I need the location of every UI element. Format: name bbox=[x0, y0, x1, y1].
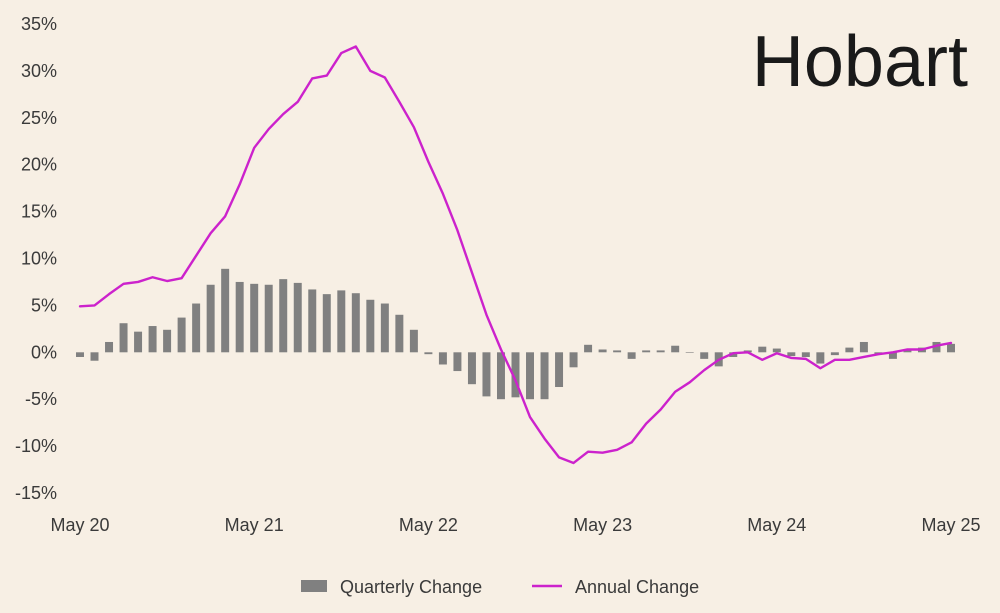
quarterly-bars bbox=[76, 268, 955, 400]
quarterly-bar bbox=[409, 329, 418, 353]
quarterly-bar bbox=[90, 352, 99, 361]
x-tick-label: May 24 bbox=[747, 515, 806, 535]
y-tick-label: 20% bbox=[21, 155, 57, 175]
quarterly-bar bbox=[511, 352, 520, 398]
y-axis: 35% 30% 25% 20% 15% 10% 5% 0% -5% -10% -15% bbox=[15, 14, 57, 503]
quarterly-bar bbox=[584, 344, 593, 353]
x-tick-label: May 23 bbox=[573, 515, 632, 535]
quarterly-bar bbox=[279, 279, 288, 353]
x-tick-label: May 21 bbox=[225, 515, 284, 535]
quarterly-bar bbox=[250, 283, 259, 353]
x-tick-label: May 25 bbox=[921, 515, 980, 535]
quarterly-bar bbox=[496, 352, 505, 400]
legend-label-annual: Annual Change bbox=[575, 577, 699, 597]
legend: Quarterly Change Annual Change bbox=[301, 577, 699, 597]
x-tick-label: May 20 bbox=[50, 515, 109, 535]
y-tick-label: 10% bbox=[21, 249, 57, 269]
quarterly-bar bbox=[395, 314, 404, 353]
y-tick-label: 15% bbox=[21, 202, 57, 222]
x-tick-label: May 22 bbox=[399, 515, 458, 535]
quarterly-bar bbox=[642, 350, 651, 353]
y-tick-label: -15% bbox=[15, 483, 57, 503]
quarterly-bar bbox=[438, 352, 447, 365]
quarterly-bar bbox=[903, 350, 912, 353]
quarterly-bar bbox=[192, 303, 201, 353]
quarterly-bar bbox=[685, 352, 694, 353]
quarterly-bar bbox=[787, 352, 796, 357]
y-tick-label: -5% bbox=[25, 389, 57, 409]
quarterly-bar bbox=[148, 326, 157, 353]
quarterly-bar bbox=[424, 352, 433, 355]
quarterly-bar bbox=[801, 352, 810, 357]
quarterly-bar bbox=[351, 293, 360, 353]
x-axis: May 20 May 21 May 22 May 23 May 24 May 25 bbox=[50, 515, 980, 535]
quarterly-bar bbox=[671, 345, 680, 353]
quarterly-bar bbox=[293, 282, 302, 353]
quarterly-bar bbox=[366, 299, 375, 353]
quarterly-bar bbox=[656, 350, 665, 353]
quarterly-bar bbox=[177, 317, 186, 353]
quarterly-bar bbox=[76, 352, 84, 357]
y-tick-label: 25% bbox=[21, 108, 57, 128]
y-tick-label: 30% bbox=[21, 61, 57, 81]
y-tick-label: 5% bbox=[31, 295, 57, 315]
quarterly-bar bbox=[235, 281, 244, 353]
quarterly-bar bbox=[700, 352, 709, 359]
quarterly-bar bbox=[526, 352, 534, 400]
y-tick-label: 0% bbox=[31, 342, 57, 362]
quarterly-bar bbox=[467, 352, 476, 385]
quarterly-bar bbox=[729, 352, 738, 357]
quarterly-bar bbox=[613, 350, 622, 353]
quarterly-bar bbox=[888, 352, 897, 359]
quarterly-bar bbox=[816, 352, 825, 364]
quarterly-bar bbox=[119, 323, 128, 353]
quarterly-bar bbox=[482, 352, 491, 397]
quarterly-bar bbox=[947, 343, 955, 353]
quarterly-bar bbox=[627, 352, 636, 359]
quarterly-bar bbox=[206, 284, 215, 353]
quarterly-bar bbox=[555, 352, 564, 388]
quarterly-bar bbox=[380, 303, 389, 353]
quarterly-bar bbox=[845, 347, 854, 353]
quarterly-bar bbox=[932, 341, 941, 353]
quarterly-bar bbox=[308, 289, 317, 353]
quarterly-bar bbox=[758, 346, 767, 353]
quarterly-bar bbox=[163, 329, 172, 353]
y-tick-label: 35% bbox=[21, 14, 57, 34]
quarterly-bar bbox=[859, 341, 868, 353]
quarterly-bar bbox=[134, 331, 143, 353]
quarterly-bar bbox=[569, 352, 578, 368]
quarterly-bar bbox=[540, 352, 549, 400]
quarterly-bar bbox=[322, 294, 331, 353]
quarterly-bar bbox=[598, 349, 607, 353]
quarterly-bar bbox=[264, 284, 273, 353]
y-tick-label: -10% bbox=[15, 436, 57, 456]
quarterly-bar bbox=[830, 352, 839, 356]
quarterly-bar bbox=[772, 348, 781, 353]
chart-title: Hobart bbox=[752, 22, 968, 102]
quarterly-bar bbox=[221, 268, 230, 353]
annual-change-line bbox=[78, 45, 953, 465]
legend-swatch-quarterly bbox=[301, 580, 327, 592]
quarterly-bar bbox=[105, 341, 114, 353]
quarterly-bar bbox=[453, 352, 462, 372]
legend-label-quarterly: Quarterly Change bbox=[340, 577, 482, 597]
quarterly-bar bbox=[337, 290, 346, 353]
